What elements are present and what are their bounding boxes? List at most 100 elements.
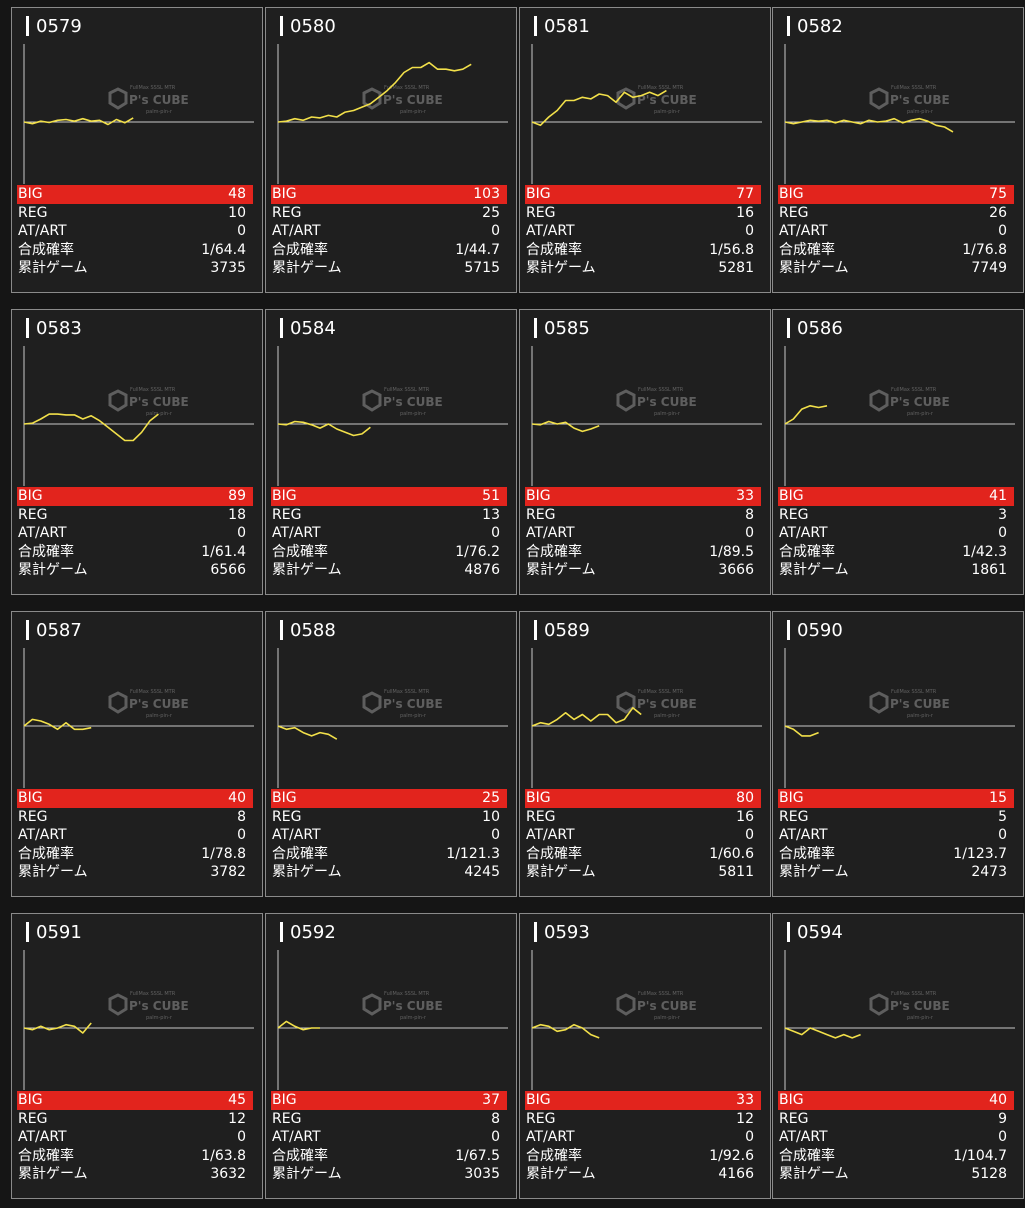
- watermark-brand-text: P's CUBE: [637, 93, 697, 107]
- probability-row: 合成確率 1/104.7: [778, 1147, 1014, 1166]
- total-games-row: 累計ゲーム 2473: [778, 863, 1014, 882]
- machine-card-0588[interactable]: 0588 FullMax SSSL MTR P's CUBE palm-pin-…: [265, 611, 517, 897]
- machine-number: 0594: [797, 922, 843, 943]
- big-value: 37: [482, 1092, 500, 1108]
- slump-graph: FullMax SSSL MTR P's CUBE palm-pin-r: [23, 950, 254, 1090]
- title-marker: [26, 620, 29, 640]
- big-label: BIG: [272, 186, 297, 202]
- machine-card-0586[interactable]: 0586 FullMax SSSL MTR P's CUBE palm-pin-…: [772, 309, 1024, 595]
- total-games-row: 累計ゲーム 3735: [17, 259, 253, 278]
- machine-card-0592[interactable]: 0592 FullMax SSSL MTR P's CUBE palm-pin-…: [265, 913, 517, 1199]
- slump-line: [531, 1023, 600, 1039]
- watermark-bottom-text: palm-pin-r: [146, 109, 173, 115]
- total-games-value: 6566: [210, 562, 246, 578]
- big-value: 41: [989, 488, 1007, 504]
- watermark-bottom-text: palm-pin-r: [907, 411, 934, 417]
- total-games-row: 累計ゲーム 3782: [17, 863, 253, 882]
- probability-row: 合成確率 1/76.2: [271, 543, 507, 562]
- reg-row: REG 8: [271, 1110, 507, 1129]
- atart-value: 0: [237, 525, 246, 541]
- cube-logo-icon: [108, 87, 128, 110]
- atart-row: AT/ART 0: [271, 1128, 507, 1147]
- cube-logo-icon: [108, 993, 128, 1016]
- slump-line: [784, 404, 828, 425]
- pscube-watermark: FullMax SSSL MTR P's CUBE palm-pin-r: [108, 85, 189, 115]
- probability-label: 合成確率: [272, 845, 328, 862]
- machine-card-0582[interactable]: 0582 FullMax SSSL MTR P's CUBE palm-pin-…: [772, 7, 1024, 293]
- pscube-watermark: FullMax SSSL MTR P's CUBE palm-pin-r: [869, 85, 950, 115]
- big-row: BIG 89: [17, 487, 253, 506]
- probability-label: 合成確率: [779, 845, 835, 862]
- reg-row: REG 8: [525, 506, 761, 525]
- slump-line: [23, 117, 134, 126]
- stats-table: BIG 41 REG 3 AT/ART 0 合成確率 1/42.3 累計ゲーム …: [778, 487, 1014, 580]
- machine-card-0580[interactable]: 0580 FullMax SSSL MTR P's CUBE palm-pin-…: [265, 7, 517, 293]
- machine-card-0579[interactable]: 0579 FullMax SSSL MTR P's CUBE palm-pin-…: [11, 7, 263, 293]
- atart-value: 0: [491, 1129, 500, 1145]
- machine-number: 0585: [544, 318, 590, 339]
- total-games-label: 累計ゲーム: [526, 1166, 596, 1182]
- total-games-value: 5128: [971, 1166, 1007, 1182]
- cube-logo-icon: [362, 87, 382, 110]
- reg-row: REG 26: [778, 204, 1014, 223]
- probability-label: 合成確率: [779, 241, 835, 258]
- atart-value: 0: [237, 223, 246, 239]
- machine-card-0591[interactable]: 0591 FullMax SSSL MTR P's CUBE palm-pin-…: [11, 913, 263, 1199]
- total-games-row: 累計ゲーム 4245: [271, 863, 507, 882]
- probability-label: 合成確率: [779, 1147, 835, 1164]
- probability-label: 合成確率: [526, 241, 582, 258]
- big-value: 33: [736, 1092, 754, 1108]
- total-games-label: 累計ゲーム: [272, 1166, 342, 1182]
- machine-number: 0591: [36, 922, 82, 943]
- watermark-top-text: FullMax SSSL MTR: [384, 991, 430, 997]
- pscube-watermark: FullMax SSSL MTR P's CUBE palm-pin-r: [362, 689, 443, 719]
- probability-row: 合成確率 1/42.3: [778, 543, 1014, 562]
- big-row: BIG 41: [778, 487, 1014, 506]
- machine-card-0581[interactable]: 0581 FullMax SSSL MTR P's CUBE palm-pin-…: [519, 7, 771, 293]
- machine-number: 0584: [290, 318, 336, 339]
- watermark-bottom-text: palm-pin-r: [907, 713, 934, 719]
- watermark-top-text: FullMax SSSL MTR: [384, 85, 430, 91]
- slump-line: [277, 725, 338, 740]
- slump-graph: FullMax SSSL MTR P's CUBE palm-pin-r: [531, 648, 762, 788]
- watermark-top-text: FullMax SSSL MTR: [638, 689, 684, 695]
- machine-card-0585[interactable]: 0585 FullMax SSSL MTR P's CUBE palm-pin-…: [519, 309, 771, 595]
- total-games-label: 累計ゲーム: [526, 864, 596, 880]
- machine-card-0584[interactable]: 0584 FullMax SSSL MTR P's CUBE palm-pin-…: [265, 309, 517, 595]
- machine-card-0590[interactable]: 0590 FullMax SSSL MTR P's CUBE palm-pin-…: [772, 611, 1024, 897]
- title-marker: [787, 922, 790, 942]
- cube-logo-icon: [869, 389, 889, 412]
- reg-label: REG: [18, 808, 48, 825]
- reg-row: REG 3: [778, 506, 1014, 525]
- reg-value: 26: [989, 204, 1007, 221]
- machine-card-0594[interactable]: 0594 FullMax SSSL MTR P's CUBE palm-pin-…: [772, 913, 1024, 1199]
- reg-value: 8: [237, 808, 246, 825]
- total-games-value: 3035: [464, 1166, 500, 1182]
- machine-number: 0590: [797, 620, 843, 641]
- cube-logo-icon: [616, 389, 636, 412]
- machine-number: 0582: [797, 16, 843, 37]
- title-marker: [280, 620, 283, 640]
- probability-row: 合成確率 1/56.8: [525, 241, 761, 260]
- atart-value: 0: [491, 525, 500, 541]
- machine-card-0587[interactable]: 0587 FullMax SSSL MTR P's CUBE palm-pin-…: [11, 611, 263, 897]
- probability-value: 1/67.5: [455, 1147, 500, 1164]
- machine-card-0589[interactable]: 0589 FullMax SSSL MTR P's CUBE palm-pin-…: [519, 611, 771, 897]
- atart-row: AT/ART 0: [778, 1128, 1014, 1147]
- total-games-label: 累計ゲーム: [779, 1166, 849, 1182]
- big-label: BIG: [272, 790, 297, 806]
- machine-card-0583[interactable]: 0583 FullMax SSSL MTR P's CUBE palm-pin-…: [11, 309, 263, 595]
- probability-label: 合成確率: [526, 845, 582, 862]
- big-row: BIG 37: [271, 1091, 507, 1110]
- total-games-row: 累計ゲーム 5281: [525, 259, 761, 278]
- probability-label: 合成確率: [526, 1147, 582, 1164]
- watermark-brand-text: P's CUBE: [890, 697, 950, 711]
- slump-graph: FullMax SSSL MTR P's CUBE palm-pin-r: [277, 950, 508, 1090]
- machine-card-0593[interactable]: 0593 FullMax SSSL MTR P's CUBE palm-pin-…: [519, 913, 771, 1199]
- watermark-brand-text: P's CUBE: [383, 999, 443, 1013]
- atart-label: AT/ART: [272, 1129, 321, 1145]
- big-value: 89: [228, 488, 246, 504]
- watermark-top-text: FullMax SSSL MTR: [891, 85, 937, 91]
- stats-table: BIG 80 REG 16 AT/ART 0 合成確率 1/60.6 累計ゲーム…: [525, 789, 761, 882]
- watermark-bottom-text: palm-pin-r: [146, 713, 173, 719]
